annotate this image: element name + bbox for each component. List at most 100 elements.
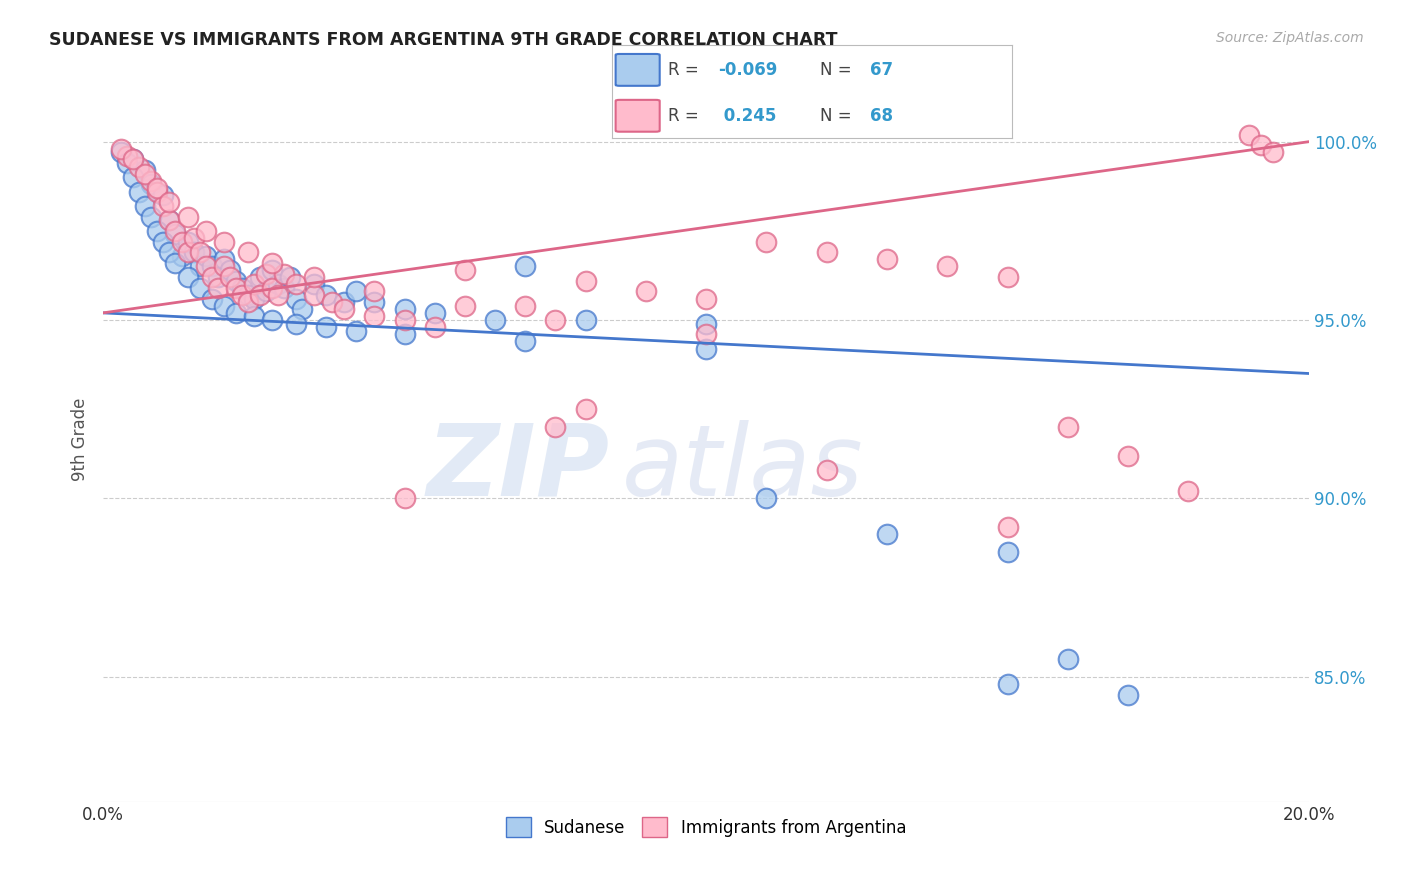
Point xyxy=(212,260,235,274)
Point xyxy=(194,224,217,238)
Point xyxy=(134,163,156,178)
Point xyxy=(291,302,314,317)
Point xyxy=(333,295,356,310)
Point xyxy=(695,292,717,306)
Point xyxy=(225,281,247,295)
Point xyxy=(212,235,235,249)
Point xyxy=(363,285,385,299)
Point xyxy=(394,313,416,327)
Point xyxy=(254,285,277,299)
Point xyxy=(249,288,271,302)
Point xyxy=(394,491,416,506)
Point xyxy=(344,324,367,338)
Point xyxy=(260,263,283,277)
Y-axis label: 9th Grade: 9th Grade xyxy=(72,398,89,481)
Point xyxy=(122,170,145,185)
Point xyxy=(188,281,211,295)
Point xyxy=(110,145,132,160)
Point xyxy=(128,160,150,174)
Point xyxy=(231,288,253,302)
Point xyxy=(188,260,211,274)
Point xyxy=(544,420,567,434)
Point xyxy=(574,274,596,288)
Point xyxy=(243,310,266,324)
Point xyxy=(117,149,139,163)
Point xyxy=(243,277,266,292)
Point xyxy=(344,285,367,299)
Point xyxy=(363,310,385,324)
Text: -0.069: -0.069 xyxy=(718,61,778,78)
Text: 0.245: 0.245 xyxy=(718,107,776,125)
Point xyxy=(936,260,959,274)
Point xyxy=(695,342,717,356)
Point xyxy=(243,292,266,306)
Point xyxy=(260,256,283,270)
Point xyxy=(278,270,301,285)
Legend: Sudanese, Immigrants from Argentina: Sudanese, Immigrants from Argentina xyxy=(499,810,912,844)
Point xyxy=(141,210,163,224)
Point xyxy=(363,295,385,310)
Point xyxy=(218,270,240,285)
Point xyxy=(997,270,1019,285)
Text: ZIP: ZIP xyxy=(426,420,610,517)
Point xyxy=(249,270,271,285)
Point xyxy=(146,224,169,238)
Text: SUDANESE VS IMMIGRANTS FROM ARGENTINA 9TH GRADE CORRELATION CHART: SUDANESE VS IMMIGRANTS FROM ARGENTINA 9T… xyxy=(49,31,838,49)
Point xyxy=(1237,128,1260,142)
Point xyxy=(110,142,132,156)
Point xyxy=(394,302,416,317)
Point xyxy=(159,213,181,227)
Text: 68: 68 xyxy=(870,107,893,125)
Point xyxy=(997,677,1019,691)
Point xyxy=(997,520,1019,534)
Point xyxy=(170,235,193,249)
Point xyxy=(141,174,163,188)
Text: atlas: atlas xyxy=(621,420,863,517)
Point xyxy=(122,153,145,167)
Point xyxy=(755,491,778,506)
Point xyxy=(544,313,567,327)
Point xyxy=(454,299,477,313)
Point xyxy=(484,313,506,327)
Point xyxy=(225,274,247,288)
Point xyxy=(315,288,337,302)
Point xyxy=(997,545,1019,559)
Point xyxy=(302,288,325,302)
Point xyxy=(152,235,174,249)
Point xyxy=(236,245,259,260)
Point xyxy=(1057,420,1080,434)
Point xyxy=(315,320,337,334)
FancyBboxPatch shape xyxy=(616,100,659,132)
Point xyxy=(267,277,290,292)
Point xyxy=(194,249,217,263)
Point xyxy=(1116,449,1139,463)
Point xyxy=(117,156,139,170)
Point xyxy=(176,245,198,260)
Point xyxy=(176,210,198,224)
Point xyxy=(273,281,295,295)
Point xyxy=(194,260,217,274)
Point xyxy=(1057,652,1080,666)
Point xyxy=(695,327,717,342)
Point xyxy=(454,263,477,277)
Point xyxy=(212,299,235,313)
Text: R =: R = xyxy=(668,61,704,78)
Point xyxy=(285,277,308,292)
Point xyxy=(225,306,247,320)
Point xyxy=(159,245,181,260)
Point xyxy=(201,260,224,274)
Point xyxy=(423,306,446,320)
Point xyxy=(515,260,537,274)
Point xyxy=(285,292,308,306)
Point xyxy=(394,327,416,342)
Point xyxy=(302,277,325,292)
Point xyxy=(183,231,205,245)
Point xyxy=(515,334,537,349)
Point xyxy=(165,227,187,242)
Point xyxy=(302,270,325,285)
Point xyxy=(236,288,259,302)
Point xyxy=(165,256,187,270)
Point xyxy=(170,249,193,263)
Point xyxy=(333,302,356,317)
Point xyxy=(188,245,211,260)
